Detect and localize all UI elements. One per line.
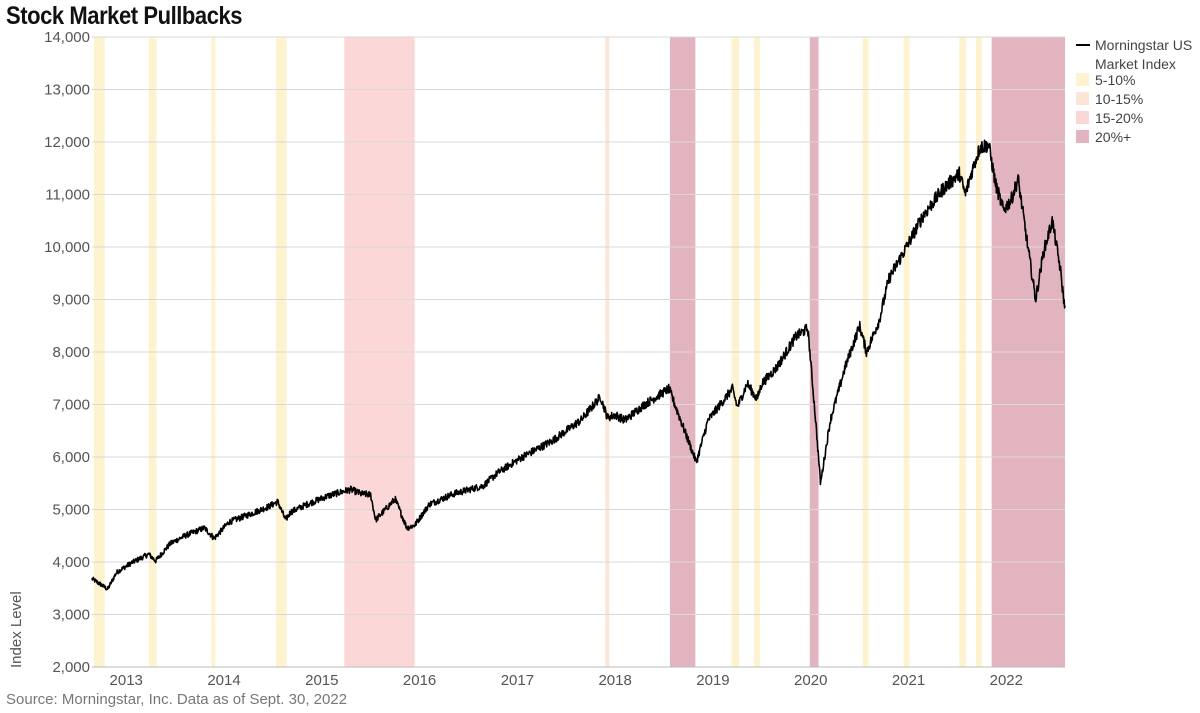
x-tick-label: 2015: [305, 672, 338, 689]
legend-swatch-15-20%: [1076, 111, 1089, 124]
y-tick-label: 14,000: [44, 29, 90, 46]
source-note: Source: Morningstar, Inc. Data as of Sep…: [6, 691, 348, 708]
series-group: [91, 139, 1066, 591]
x-tick-label: 2019: [696, 672, 729, 689]
y-tick-label: 12,000: [44, 134, 90, 151]
y-tick-label: 8,000: [52, 344, 90, 361]
x-tick-labels: 2013 2014 2015 2016 2017 2018 2019 2020 2021 2022: [110, 672, 1023, 689]
y-tick-label: 9,000: [52, 292, 90, 309]
legend-label: 5-10%: [1095, 72, 1135, 88]
y-tick-label: 4,000: [52, 554, 90, 571]
y-tick-label: 3,000: [52, 607, 90, 624]
y-tick-label: 2,000: [52, 659, 90, 676]
x-tick-label: 2020: [794, 672, 827, 689]
y-tick-label: 13,000: [44, 82, 90, 99]
y-tick-labels: 2,000 3,000 4,000 5,000 6,000 7,000 8,000 9,000…: [44, 29, 90, 676]
chart-title: Stock Market Pullbacks: [6, 2, 243, 30]
legend-swatch-20%+: [1076, 130, 1089, 143]
x-tick-label: 2017: [501, 672, 534, 689]
y-tick-label: 10,000: [44, 239, 90, 256]
x-tick-label: 2021: [892, 672, 925, 689]
x-tick-label: 2013: [110, 672, 143, 689]
y-axis-label: Index Level: [8, 591, 25, 668]
y-tick-label: 6,000: [52, 449, 90, 466]
x-tick-label: 2018: [598, 672, 631, 689]
legend-label: 10-15%: [1095, 91, 1143, 107]
x-tick-label: 2014: [207, 672, 240, 689]
y-tick-label: 11,000: [45, 187, 90, 204]
legend-label: 20%+: [1095, 129, 1131, 145]
legend-label-index: Morningstar US: [1095, 37, 1192, 53]
legend-label-index: Market Index: [1095, 56, 1176, 72]
legend-swatch-5-10%: [1076, 73, 1089, 86]
x-tick-label: 2016: [403, 672, 436, 689]
legend-swatch-10-15%: [1076, 92, 1089, 105]
x-tick-label: 2022: [990, 672, 1023, 689]
y-tick-label: 7,000: [52, 397, 90, 414]
series-line-index: [91, 139, 1066, 591]
y-tick-label: 5,000: [52, 502, 90, 519]
legend-label: 15-20%: [1095, 110, 1143, 126]
gridlines: [92, 36, 1065, 668]
